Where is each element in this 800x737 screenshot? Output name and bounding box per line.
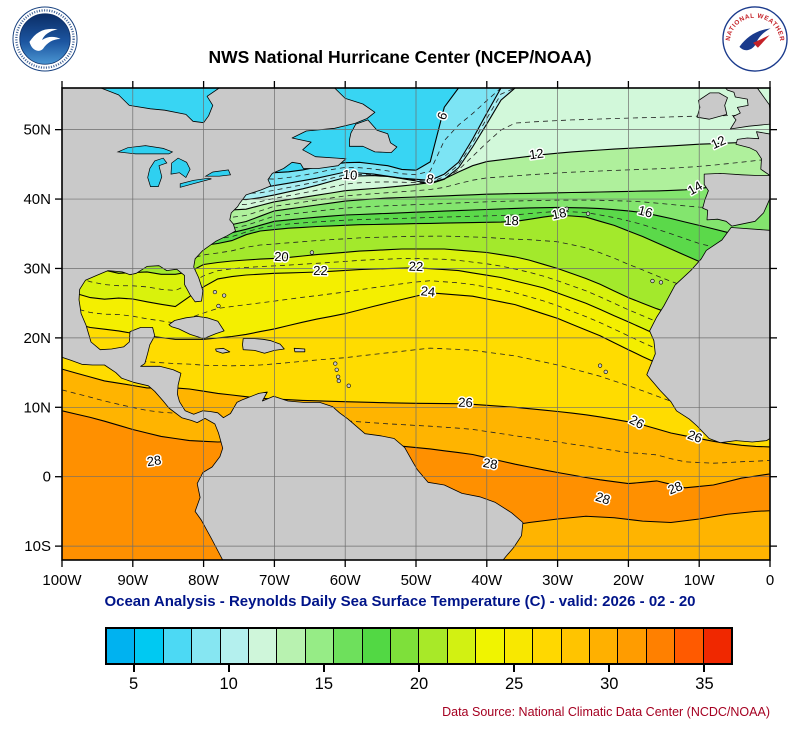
x-axis-label: 20W — [613, 572, 645, 589]
colorbar-tick — [608, 665, 611, 672]
colorbar-tick — [322, 665, 325, 672]
colorbar-cell — [362, 629, 392, 663]
colorbar-cell — [675, 629, 704, 663]
contour-label: 10 — [342, 167, 358, 183]
colorbar-cell — [334, 629, 363, 663]
map-caption: Ocean Analysis - Reynolds Daily Sea Surf… — [104, 593, 696, 610]
axis-labels: 100W 90W 80W 70W 60W 50W 40W 30W 20W 10W 0 50N 40N 30… — [23, 122, 774, 589]
colorbar-cell — [277, 629, 306, 663]
colorbar-cell — [447, 629, 477, 663]
colorbar-tick — [227, 665, 230, 672]
colorbar-cell — [163, 629, 193, 663]
colorbar-cell — [107, 629, 136, 663]
colorbar-cell — [561, 629, 590, 663]
colorbar-cell — [703, 629, 731, 663]
x-axis-label: 10W — [684, 572, 716, 589]
nws-bird-wing-icon — [753, 35, 770, 48]
contour-label: 28 — [146, 452, 162, 469]
x-axis-label: 50W — [401, 572, 433, 589]
colorbar-cell — [504, 629, 534, 663]
colorbar-cell — [533, 629, 562, 663]
y-axis-label: 40N — [23, 191, 51, 208]
y-axis-label: 0 — [43, 469, 51, 486]
nws-bird-icon — [739, 28, 771, 51]
colorbar: 5 10 15 20 25 30 35 — [105, 627, 733, 695]
noaa-gull-icon — [29, 28, 61, 51]
y-axis-label: 50N — [23, 122, 51, 139]
colorbar-tick-label: 30 — [600, 675, 619, 693]
colorbar-tick — [513, 665, 516, 672]
contour-label: 22 — [409, 259, 424, 274]
contour-label: 20 — [274, 249, 289, 264]
gridlines — [62, 88, 770, 560]
contour-label: 18 — [550, 205, 567, 223]
contour-label: 28 — [666, 478, 685, 497]
noaa-logo — [12, 6, 78, 72]
y-axis-label: 10S — [24, 538, 51, 555]
x-axis-label: 100W — [42, 572, 82, 589]
colorbar-tick-label: 35 — [695, 675, 714, 693]
y-axis-label: 10N — [23, 399, 51, 416]
colorbar-cell — [618, 629, 647, 663]
colorbar-labels: 5 10 15 20 25 30 35 — [105, 675, 733, 695]
colorbar-cell — [476, 629, 505, 663]
land-masses — [62, 88, 770, 560]
x-axis-label: 40W — [471, 572, 503, 589]
x-axis-label: 70W — [259, 572, 291, 589]
contour-label: 26 — [686, 427, 705, 446]
contour-label: 16 — [636, 202, 654, 220]
colorbar-cell — [419, 629, 448, 663]
colorbar-ticks — [105, 665, 733, 672]
noaa-seal-ring-text-decor — [15, 9, 75, 69]
colorbar-tick — [132, 665, 135, 672]
colorbar-cell — [135, 629, 164, 663]
x-axis-label: 90W — [117, 572, 149, 589]
x-axis-label: 80W — [188, 572, 220, 589]
colorbar-tick-label: 20 — [409, 675, 429, 693]
colorbar-cell — [249, 629, 278, 663]
colorbar-tick-label: 25 — [504, 675, 524, 693]
colorbar-cell — [220, 629, 250, 663]
colorbar-cell — [589, 629, 619, 663]
contour-label: 18 — [504, 213, 519, 228]
y-axis-label: 20N — [23, 330, 51, 347]
colorbar-tick-label: 15 — [314, 675, 334, 693]
colorbar-tick — [418, 665, 420, 672]
x-axis-label: 0 — [766, 572, 774, 589]
x-axis-label: 30W — [542, 572, 574, 589]
nws-logo: NATIONAL WEATHER SERVICE — [722, 6, 788, 72]
data-source-text: Data Source: National Climatic Data Cent… — [442, 705, 770, 719]
page-title: NWS National Hurricane Center (NCEP/NOAA… — [208, 47, 592, 67]
axis-ticks — [55, 81, 777, 567]
colorbar-tick-label: 5 — [128, 675, 139, 693]
colorbar-cells — [105, 627, 733, 665]
contour-label: 22 — [313, 263, 328, 278]
colorbar-cell — [391, 629, 420, 663]
contour-label: 28 — [482, 455, 499, 472]
contour-label: 28 — [594, 489, 612, 508]
y-axis-label: 30N — [23, 260, 51, 277]
colorbar-tick — [703, 665, 706, 672]
colorbar-cell — [646, 629, 676, 663]
contour-label: 24 — [420, 283, 436, 299]
colorbar-cell — [192, 629, 221, 663]
contour-label: 26 — [458, 395, 473, 410]
colorbar-tick-label: 10 — [219, 675, 238, 693]
contour-label: 12 — [528, 146, 544, 163]
x-axis-label: 60W — [330, 572, 362, 589]
colorbar-cell — [305, 629, 335, 663]
